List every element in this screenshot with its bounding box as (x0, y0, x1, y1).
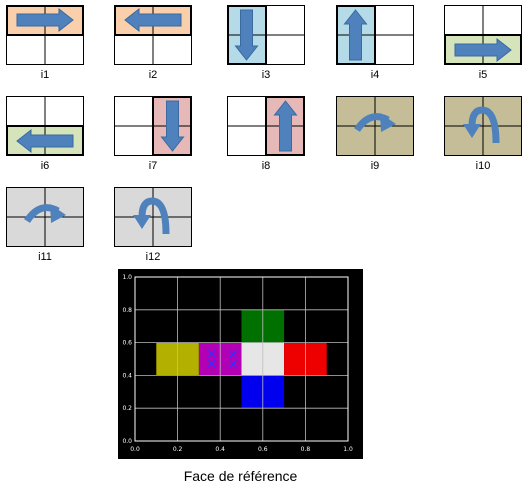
tile-drawing (336, 5, 414, 65)
tile-label: i5 (478, 69, 488, 81)
tile-label: i6 (40, 160, 50, 172)
y-tick-label: 0.8 (122, 307, 132, 314)
tile-shaded-border (336, 5, 376, 65)
x-marker (207, 359, 216, 368)
tile-border (444, 96, 522, 156)
curved-arrow-clockwise-icon (354, 113, 396, 133)
tile-shaded-border (6, 5, 84, 36)
tile-label: i10 (475, 160, 491, 172)
curved-arrow-counterclockwise-icon (133, 215, 151, 229)
y-tick-label: 0.2 (122, 405, 132, 412)
tile-shaded-border (444, 34, 522, 65)
arrow-right-icon (16, 7, 74, 33)
tile-drawing (6, 96, 84, 156)
tile-i2 (114, 5, 192, 65)
y-tick-label: 0.4 (122, 372, 132, 379)
arrow-up-icon (343, 9, 368, 61)
tile-shaded-border (6, 125, 84, 156)
tile-label: i11 (38, 251, 52, 263)
arrow-down-icon (234, 9, 259, 61)
caption: Face de référence (183, 468, 298, 484)
tile-i11 (6, 187, 84, 247)
arrow-left-icon (124, 7, 182, 33)
curved-arrow-body (468, 106, 500, 144)
y-tick-label: 1.0 (122, 274, 132, 281)
arrow-up-icon (343, 9, 368, 61)
arrow-down-icon (234, 9, 259, 61)
plot-frame (134, 276, 349, 442)
tile-drawing (6, 5, 84, 65)
arrow-right-icon (454, 37, 512, 63)
x-tick-label: 0.6 (258, 446, 268, 453)
x-tick-label: 0.0 (130, 446, 140, 453)
tile-i5 (444, 5, 522, 65)
curved-arrow-clockwise-icon (24, 204, 66, 224)
tile-i9 (336, 96, 414, 156)
arrow-up-icon (273, 100, 298, 152)
arrow-up-icon (273, 100, 298, 152)
arrow-left-icon (16, 128, 74, 154)
arrow-right-icon (454, 37, 512, 63)
curved-arrow-clockwise-icon (380, 113, 396, 132)
x-marker (207, 350, 216, 359)
tile-label: i4 (370, 69, 380, 81)
tile-drawing (114, 187, 192, 247)
tile-border (6, 187, 84, 247)
tile-i1 (6, 5, 84, 65)
tile-shaded-border (227, 5, 267, 65)
x-marker (229, 359, 237, 368)
curved-arrow-body (138, 197, 170, 235)
reference-face-plot: 0.0 0.0 0.2 0.2 0.4 0.4 0.6 0.6 0.8 0.8 1.0 1.0 (118, 269, 363, 464)
tile-drawing (6, 187, 84, 247)
tile-label: i9 (370, 160, 380, 172)
tile-drawing (227, 5, 305, 65)
curved-arrow-counterclockwise-icon (463, 124, 481, 138)
curved-arrow-clockwise-icon (50, 204, 66, 223)
x-tick-label: 0.2 (173, 446, 183, 453)
tile-shaded-border (265, 96, 305, 156)
arrow-left-icon (16, 128, 74, 154)
curved-arrow-counterclockwise-icon (133, 197, 170, 235)
tile-i4 (336, 5, 414, 65)
tile-label: i8 (261, 160, 271, 172)
arrow-right-icon (16, 7, 74, 33)
tile-shaded-border (152, 96, 192, 156)
x-tick-label: 1.0 (343, 446, 353, 453)
tile-border (336, 96, 414, 156)
plot-svg: 0.00.0 0.2 0.2 0.4 0.4 0.6 0.6 0.8 0.8 1.0 1.0 (118, 269, 363, 459)
arrow-down-icon (160, 100, 185, 152)
tile-label: i7 (148, 160, 158, 172)
tile-label: i3 (261, 69, 271, 81)
tile-label: i1 (40, 69, 50, 81)
tile-i10 (444, 96, 522, 156)
tile-border (114, 187, 192, 247)
x-tick-label: 0.4 (215, 446, 225, 453)
tile-i3 (227, 5, 305, 65)
tile-label: i2 (148, 69, 158, 81)
tile-i7 (114, 96, 192, 156)
tile-drawing (444, 5, 522, 65)
tile-drawing (114, 5, 192, 65)
tile-i8 (227, 96, 305, 156)
tile-i12 (114, 187, 192, 247)
y-tick-label: 0.6 (122, 340, 132, 347)
tile-drawing (227, 96, 305, 156)
tile-shaded-border (114, 5, 192, 36)
x-tick-label: 0.8 (301, 446, 311, 453)
tile-i6 (6, 96, 84, 156)
curved-arrow-counterclockwise-icon (463, 106, 500, 144)
x-marker (229, 350, 237, 359)
arrow-down-icon (160, 100, 185, 152)
tile-drawing (114, 96, 192, 156)
tile-drawing (444, 96, 522, 156)
arrow-left-icon (124, 7, 182, 33)
tile-drawing (336, 96, 414, 156)
tile-label: i12 (145, 251, 161, 263)
y-tick-label: 0.0 (122, 438, 132, 445)
